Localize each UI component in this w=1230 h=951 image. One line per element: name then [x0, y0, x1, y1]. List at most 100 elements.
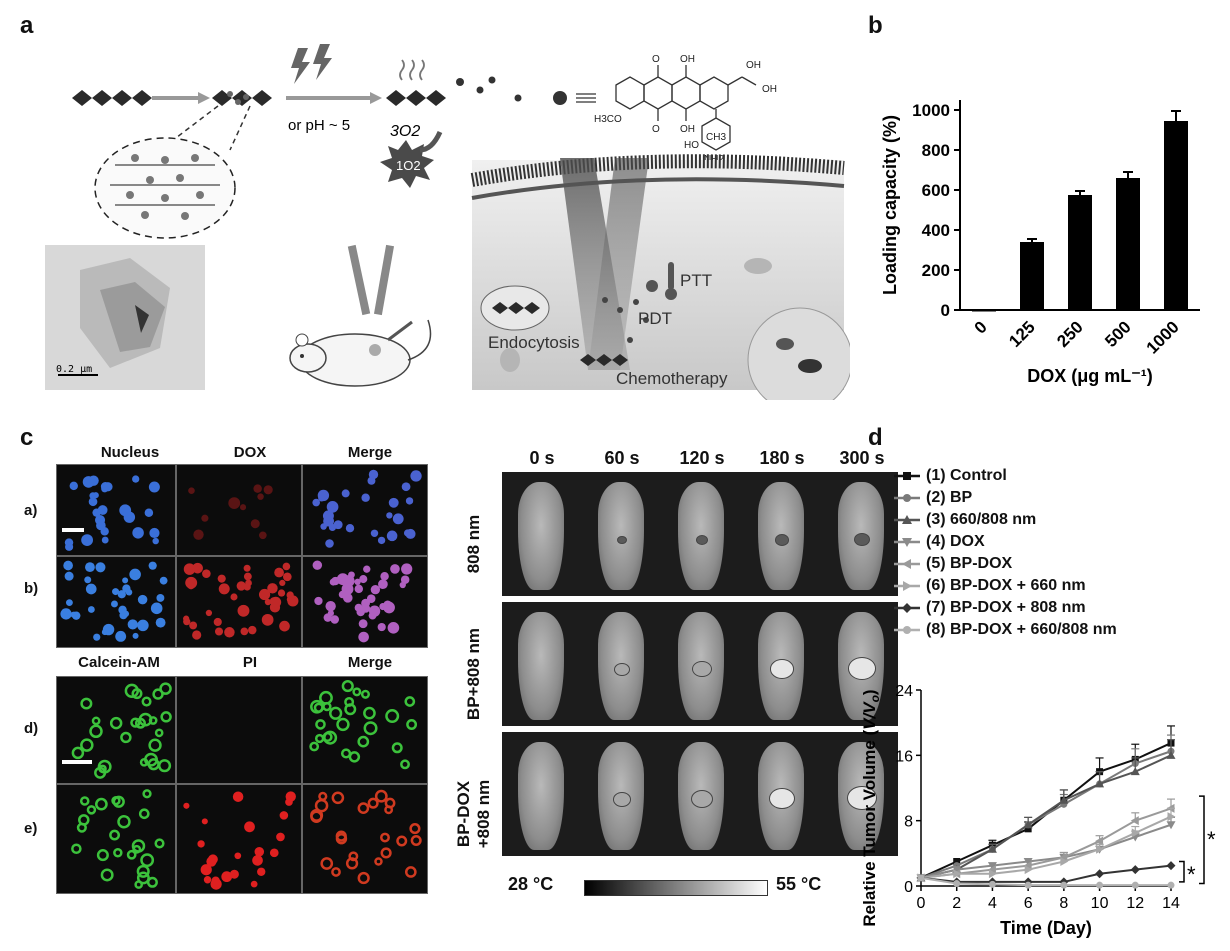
cell-dot	[374, 857, 383, 866]
cell-dot	[148, 561, 157, 570]
cell-dot	[363, 706, 376, 720]
cell-dot	[250, 880, 258, 888]
cell-dot	[122, 577, 129, 584]
cell-dot	[377, 622, 386, 632]
cell-dot	[127, 619, 138, 630]
cell-dot	[94, 766, 107, 779]
legend-label: (8) BP-DOX + 660/808 nm	[926, 621, 1117, 639]
cell-dot	[149, 527, 160, 539]
x-tick-label: 8	[1059, 895, 1068, 912]
bar	[1116, 178, 1140, 310]
cell-dot	[391, 742, 403, 754]
bar	[1164, 121, 1188, 310]
legend-label: (2) BP	[926, 489, 973, 507]
cell-dot	[71, 746, 85, 760]
col-header-pi: PI	[242, 654, 258, 671]
panel-letter-c: c	[20, 424, 34, 451]
cell-dot	[92, 508, 101, 517]
series-line	[920, 864, 1172, 883]
col-header-merge-2: Merge	[347, 654, 393, 671]
mouse-thermal-image	[758, 612, 804, 720]
cell-dot	[384, 797, 396, 809]
cell-dot	[252, 855, 263, 866]
data-point	[1059, 795, 1069, 804]
cell-dot	[282, 562, 291, 571]
thermal-image-strip	[502, 472, 898, 596]
cell-dot	[325, 600, 336, 612]
cell-dot	[386, 512, 393, 519]
col-header-merge: Merge	[347, 444, 393, 461]
cell-dot	[148, 481, 160, 493]
cell-dot	[254, 847, 265, 857]
col-header-dox: DOX	[233, 444, 267, 461]
x-tick-label: 4	[988, 895, 997, 912]
cell-dot	[314, 733, 325, 744]
cell-dot	[279, 620, 290, 632]
cell-dot	[345, 524, 355, 533]
data-point	[1024, 865, 1033, 875]
data-point	[902, 603, 912, 613]
cell-dot	[125, 589, 133, 596]
x-tick-label: 1000	[1143, 317, 1183, 357]
cell-dot	[87, 606, 95, 613]
cell-dot	[96, 849, 109, 862]
data-point	[903, 494, 911, 502]
cell-dot	[234, 852, 242, 860]
cell-dot	[410, 834, 422, 847]
cell-dot	[132, 475, 140, 483]
cell-dot	[270, 596, 282, 608]
cell-dot	[236, 581, 246, 591]
data-point	[1130, 816, 1139, 826]
y-tick-label: 0	[904, 879, 913, 896]
bp-dox-nanosheet-icon	[212, 90, 272, 106]
cell-dot	[335, 833, 348, 845]
cell-dot	[132, 632, 139, 639]
scale-max-label: 55 °C	[776, 874, 822, 894]
cell-dot	[137, 619, 149, 632]
legend-label: (7) BP-DOX + 808 nm	[926, 599, 1086, 617]
data-point	[1166, 861, 1176, 871]
thermal-time-label: 60 s	[604, 448, 640, 468]
data-point	[902, 515, 912, 524]
tem-micrograph: 0.2 μm	[45, 245, 205, 390]
cell-dot	[115, 630, 127, 642]
cell-dot	[406, 719, 418, 730]
data-point	[1023, 820, 1033, 829]
legend-entry: (1) Control	[892, 466, 1007, 486]
cell-dot	[354, 584, 364, 594]
cell-dot	[200, 864, 212, 876]
x-tick-label: 500	[1101, 317, 1134, 350]
cell-dot	[132, 527, 144, 539]
cell-dot	[140, 853, 155, 868]
data-point	[953, 869, 962, 879]
cell-dot	[147, 758, 160, 771]
cell-dot	[363, 565, 371, 573]
cell-dot	[258, 588, 271, 601]
cell-dot	[71, 843, 82, 855]
mouse-thermal-image	[598, 742, 644, 850]
cell-dot	[248, 625, 257, 635]
cell-dot	[263, 485, 273, 495]
cell-dot	[315, 719, 326, 730]
cell-dot	[348, 751, 361, 763]
cell-dot	[146, 876, 158, 888]
data-point	[1024, 825, 1032, 833]
cell-dot	[237, 604, 250, 617]
cell-dot	[152, 688, 164, 700]
confocal-merge-a	[302, 464, 428, 556]
cell-dot	[331, 791, 345, 805]
cell-dot	[192, 562, 203, 574]
y-tick-label: 1000	[912, 101, 950, 120]
y-tick-label: 800	[922, 141, 950, 160]
confocal-merge-d	[302, 676, 428, 784]
cell-dot	[336, 717, 350, 732]
cell-dot	[401, 482, 411, 492]
data-point	[1023, 858, 1033, 866]
confocal-calcein-d	[56, 676, 176, 784]
cell-dot	[120, 731, 132, 744]
cell-dot	[136, 871, 150, 885]
cell-dot	[320, 523, 327, 530]
mouse-thermal-image	[678, 482, 724, 590]
cell-dot	[144, 508, 154, 518]
svg-text:OH: OH	[680, 124, 695, 135]
